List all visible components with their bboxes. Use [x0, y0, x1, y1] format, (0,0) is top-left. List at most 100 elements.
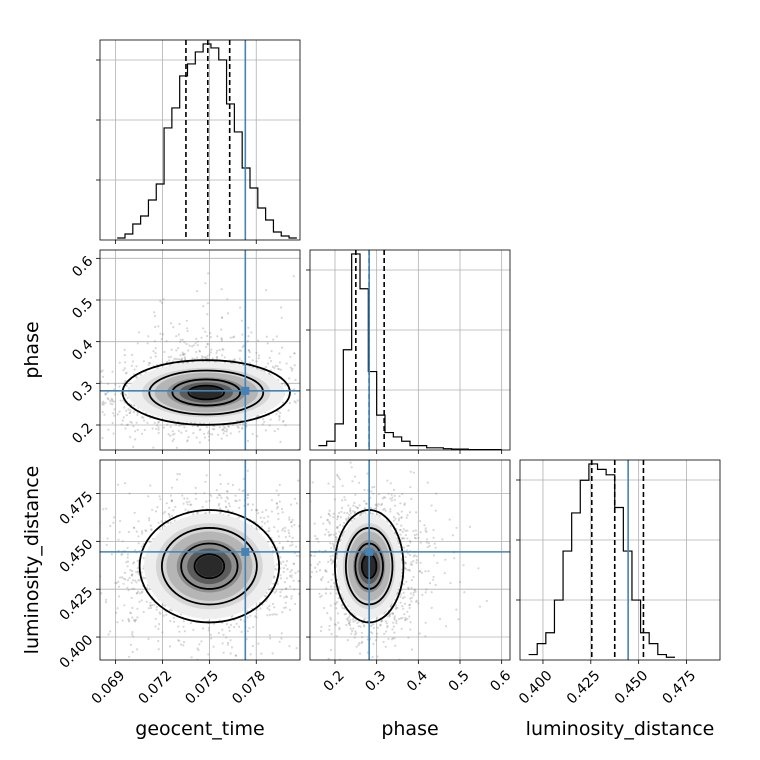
sample-point — [401, 537, 404, 540]
sample-point — [257, 642, 260, 645]
sample-point — [413, 536, 416, 540]
sample-point — [138, 592, 141, 595]
sample-point — [178, 630, 181, 633]
sample-point — [202, 305, 205, 308]
sample-point — [310, 564, 312, 567]
sample-point — [272, 338, 275, 341]
sample-point — [241, 427, 244, 430]
sample-point — [316, 563, 319, 566]
sample-point — [359, 625, 362, 628]
sample-point — [64, 624, 66, 626]
sample-point — [126, 556, 129, 559]
sample-point — [293, 392, 296, 395]
sample-point — [233, 358, 236, 361]
sample-point — [393, 618, 396, 621]
sample-point — [247, 493, 250, 496]
sample-point — [276, 365, 279, 368]
sample-point — [348, 615, 351, 618]
sample-point — [323, 393, 325, 395]
sample-point — [177, 639, 180, 642]
sample-point — [282, 567, 285, 570]
sample-point — [143, 419, 146, 422]
sample-point — [409, 628, 412, 631]
sample-point — [105, 543, 108, 547]
sample-point — [139, 373, 142, 376]
sample-point — [222, 348, 225, 351]
sample-point — [290, 597, 293, 600]
sample-point — [449, 582, 452, 585]
sample-point — [279, 440, 282, 443]
sample-point — [126, 579, 130, 582]
sample-point — [202, 627, 205, 630]
sample-point — [326, 518, 329, 522]
sample-point — [131, 360, 135, 363]
sample-point — [92, 627, 94, 629]
sample-point — [205, 345, 208, 348]
sample-point — [289, 570, 292, 573]
sample-point — [360, 512, 363, 515]
sample-point — [355, 645, 358, 648]
sample-point — [218, 507, 221, 510]
sample-point — [386, 479, 389, 482]
sample-point — [301, 415, 303, 417]
sample-point — [332, 545, 335, 548]
sample-point — [405, 516, 408, 519]
sample-point — [336, 612, 339, 615]
sample-point — [277, 512, 280, 515]
sample-point — [248, 355, 251, 359]
sample-point — [306, 573, 308, 575]
sample-point — [157, 521, 160, 524]
contour-0 — [138, 509, 281, 624]
sample-point — [171, 439, 174, 443]
sample-point — [281, 611, 284, 614]
sample-point — [413, 589, 416, 592]
sample-point — [183, 497, 186, 500]
sample-point — [246, 494, 249, 497]
sample-point — [208, 510, 211, 514]
sample-point — [154, 510, 158, 513]
sample-point — [128, 492, 131, 495]
sample-point — [280, 588, 283, 591]
sample-point — [390, 612, 393, 615]
sample-point — [91, 371, 93, 373]
sample-point — [154, 325, 157, 329]
sample-point — [343, 521, 346, 525]
sample-point — [101, 410, 104, 414]
sample-point — [219, 494, 222, 497]
sample-point — [276, 530, 279, 533]
sample-point — [185, 342, 188, 346]
sample-point — [112, 432, 115, 435]
sample-point — [179, 340, 182, 344]
sample-point — [135, 571, 138, 574]
sample-point — [279, 556, 282, 559]
sample-point — [125, 371, 128, 374]
sample-point — [263, 522, 266, 525]
sample-point — [157, 648, 160, 651]
sample-point — [128, 576, 131, 580]
sample-point — [404, 561, 407, 565]
sample-point — [121, 419, 124, 422]
sample-point — [155, 608, 158, 611]
sample-point — [275, 489, 278, 492]
sample-point — [394, 644, 397, 647]
sample-point — [170, 499, 173, 502]
sample-point — [383, 507, 386, 510]
sample-point — [124, 380, 127, 383]
sample-point — [277, 410, 280, 413]
sample-point — [105, 507, 108, 510]
sample-point — [168, 608, 172, 611]
sample-point — [399, 502, 402, 505]
sample-point — [408, 539, 412, 543]
sample-point — [221, 348, 224, 351]
sample-point — [148, 662, 150, 664]
sample-point — [337, 511, 341, 515]
sample-point — [275, 502, 278, 505]
sample-point — [381, 619, 384, 622]
sample-point — [157, 431, 160, 434]
sample-point — [443, 572, 446, 575]
sample-point — [122, 416, 125, 419]
sample-point — [123, 354, 126, 357]
sample-point — [133, 368, 136, 371]
sample-point — [227, 425, 230, 428]
sample-point — [128, 411, 132, 414]
